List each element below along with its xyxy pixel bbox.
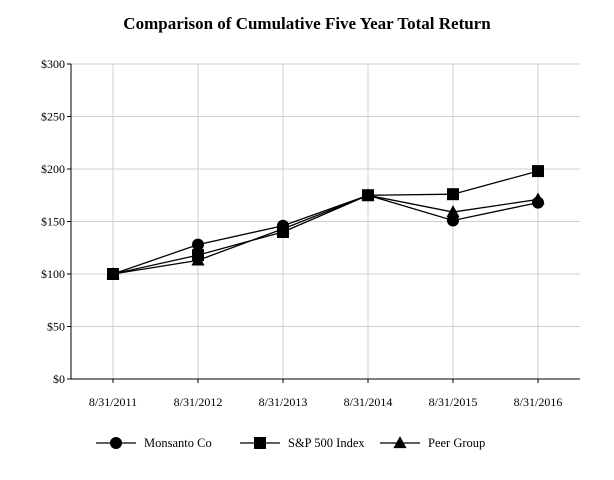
y-tick-label: $150 (41, 215, 65, 229)
axes (67, 63, 580, 383)
legend-marker-square (254, 437, 266, 449)
series-group (106, 165, 545, 280)
x-tick-label: 8/31/2016 (514, 395, 563, 409)
series-line-circle (112, 194, 539, 275)
legend: Monsanto Co S&P 500 Index Peer Group (96, 436, 485, 450)
grid (71, 63, 580, 379)
y-tick-label: $0 (53, 372, 65, 386)
y-tick-label: $200 (41, 162, 65, 176)
data-point-square (532, 165, 544, 178)
y-tick-label: $50 (47, 320, 65, 334)
y-tick-label: $100 (41, 267, 65, 281)
x-axis-ticks: 8/31/2011 8/31/2012 8/31/2013 8/31/2014 8/31… (89, 395, 562, 409)
data-point-square (447, 188, 459, 201)
y-axis-ticks: $0 $50 $100 $150 $200 $250 $300 (41, 57, 65, 386)
legend-label: Peer Group (428, 436, 485, 450)
data-point-circle (192, 238, 204, 251)
x-tick-label: 8/31/2014 (344, 395, 393, 409)
legend-label: S&P 500 Index (288, 436, 365, 450)
legend-marker-triangle (393, 436, 407, 449)
x-tick-label: 8/31/2013 (259, 395, 308, 409)
legend-label: Monsanto Co (144, 436, 212, 450)
y-tick-label: $300 (41, 57, 65, 71)
x-tick-label: 8/31/2015 (429, 395, 478, 409)
y-tick-label: $250 (41, 110, 65, 124)
data-point-triangle (191, 253, 205, 266)
x-tick-label: 8/31/2011 (89, 395, 137, 409)
series-line-triangle (112, 194, 539, 275)
data-point-triangle (106, 267, 120, 280)
chart-title: Comparison of Cumulative Five Year Total… (123, 14, 491, 33)
data-point-circle (447, 214, 459, 227)
data-point-triangle (361, 188, 375, 201)
x-tick-label: 8/31/2012 (174, 395, 223, 409)
legend-marker-circle (110, 437, 122, 449)
series-line-square (112, 170, 539, 275)
data-point-triangle (531, 192, 545, 205)
data-point-triangle (446, 205, 460, 218)
data-point-triangle (276, 221, 290, 235)
